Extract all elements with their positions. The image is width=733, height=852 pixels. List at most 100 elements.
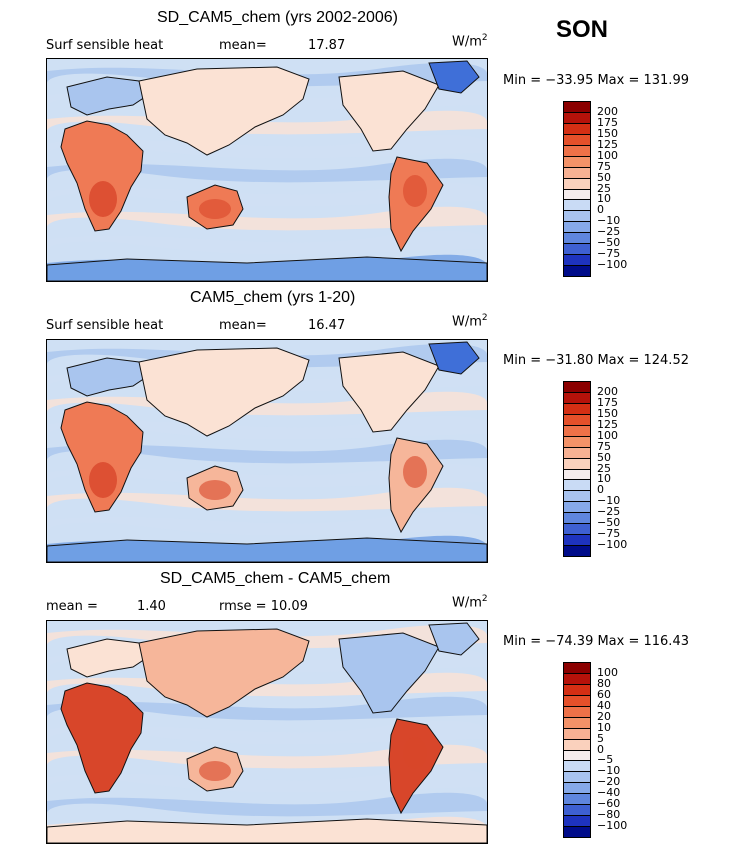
colorbar-tick-label: 0	[597, 483, 604, 497]
colorbar-tick-label: −75	[597, 247, 621, 261]
hotspot-samerica	[403, 737, 427, 769]
continent-greenland	[428, 60, 480, 94]
colorbar-tick-label: 50	[597, 170, 611, 184]
colorbar-tick-label: −10	[597, 214, 621, 228]
map-canvas	[47, 621, 487, 843]
ocean-band	[47, 158, 487, 183]
colorbar-tick-label: 50	[597, 450, 611, 464]
continent-asia	[138, 66, 310, 156]
colorbar-tick-label: 125	[597, 417, 618, 431]
continent-africa	[60, 682, 144, 794]
panel-3-units: W/m2	[452, 594, 488, 611]
colorbar-tick-label: 0	[597, 742, 604, 756]
colorbar-tick-label: 175	[597, 395, 618, 409]
panel-2-title: CAM5_chem (yrs 1-20)	[190, 289, 356, 306]
colorbar-tick-label: 200	[597, 104, 618, 118]
panel-2-map	[46, 339, 488, 563]
continent-asia	[138, 347, 310, 437]
panel-1-min-max: Min = −33.95 Max = 131.99	[503, 73, 689, 88]
ocean-band	[47, 696, 487, 721]
continent-namerica	[338, 70, 440, 152]
panel-1-title: SD_CAM5_chem (yrs 2002-2006)	[157, 9, 398, 26]
panel-1-variable: Surf sensible heat	[46, 38, 164, 53]
ocean-band	[47, 487, 487, 512]
colorbar-tick-label: −10	[597, 494, 621, 508]
colorbar-tick-label: 200	[597, 384, 618, 398]
colorbar-tick-label: 10	[597, 472, 611, 486]
colorbar-tick-label: 40	[597, 698, 611, 712]
continent-namerica	[338, 632, 440, 714]
colorbar-tick-label: 125	[597, 137, 618, 151]
colorbar-cell	[563, 545, 591, 557]
panel-3-rmse: rmse = 10.09	[219, 599, 308, 614]
continent-greenland	[428, 341, 480, 375]
colorbar-tick-label: 10	[597, 720, 611, 734]
ocean-band	[47, 792, 487, 817]
colorbar-tick-label: 100	[597, 148, 618, 162]
colorbar-tick-label: 100	[597, 665, 618, 679]
season-label: SON	[556, 16, 609, 43]
map-canvas	[47, 59, 487, 281]
colorbar-tick-label: 20	[597, 709, 611, 723]
colorbar-tick-label: 25	[597, 181, 611, 195]
colorbar-tick-label: −5	[597, 753, 614, 767]
colorbar-cell	[563, 826, 591, 838]
continent-antarctica	[47, 256, 487, 281]
ocean-band	[47, 206, 487, 231]
ocean-band	[47, 439, 487, 464]
colorbar-tick-label: −50	[597, 236, 621, 250]
panel-2-min-max: Min = −31.80 Max = 124.52	[503, 353, 689, 368]
continent-europe	[66, 357, 152, 397]
colorbar-tick-label: −10	[597, 764, 621, 778]
colorbar-tick-label: 150	[597, 126, 618, 140]
continent-africa	[60, 401, 144, 513]
continent-namerica	[338, 351, 440, 433]
ocean-band	[47, 415, 487, 440]
continent-antarctica	[47, 537, 487, 562]
colorbar-tick-label: 60	[597, 687, 611, 701]
panel-1-map	[46, 58, 488, 282]
colorbar-tick-label: −80	[597, 808, 621, 822]
panel-2-stat-label: mean=	[219, 318, 267, 333]
continent-africa	[60, 120, 144, 232]
ocean-band	[47, 744, 487, 769]
colorbar-tick-label: 80	[597, 676, 611, 690]
hotspot-africa	[89, 743, 117, 779]
panel-1-units: W/m2	[452, 33, 488, 50]
hotspot-australia	[199, 480, 231, 500]
ocean-band	[47, 182, 487, 207]
colorbar-tick-label: −40	[597, 786, 621, 800]
ocean-band	[47, 134, 487, 159]
colorbar-tick-label: 0	[597, 203, 604, 217]
colorbar-tick-label: 175	[597, 115, 618, 129]
ocean-band	[47, 511, 487, 536]
panel-2-colorbar: 200 175 150 125 100 75 50 25 10 0 −10 −25 −50 −75 −100	[563, 381, 643, 557]
continent-greenland	[428, 622, 480, 656]
panel-2-units: W/m2	[452, 313, 488, 330]
colorbar-tick-label: −50	[597, 516, 621, 530]
colorbar-tick-label: 5	[597, 731, 604, 745]
hotspot-samerica	[403, 175, 427, 207]
panel-3-map	[46, 620, 488, 844]
colorbar-tick-label: −100	[597, 819, 628, 833]
panel-2-stat-value: 16.47	[308, 318, 346, 333]
continent-antarctica	[47, 818, 487, 843]
colorbar-tick-label: 150	[597, 406, 618, 420]
continent-europe	[66, 76, 152, 116]
colorbar-tick-label: 10	[597, 192, 611, 206]
hotspot-africa	[89, 181, 117, 217]
panel-3-min-max: Min = −74.39 Max = 116.43	[503, 634, 689, 649]
panel-1-stat-label: mean=	[219, 38, 267, 53]
panel-1-colorbar: 200 175 150 125 100 75 50 25 10 0 −10 −25 −50 −75 −100	[563, 101, 643, 277]
hotspot-africa	[89, 462, 117, 498]
panel-2-variable: Surf sensible heat	[46, 318, 164, 333]
ocean-band	[47, 768, 487, 793]
colorbar-tick-label: −25	[597, 505, 621, 519]
ocean-band	[47, 720, 487, 745]
colorbar-tick-label: −75	[597, 527, 621, 541]
panel-3-colorbar: 100 80 60 40 20 10 5 0 −5 −10 −20 −40 −60 −80 −100	[563, 662, 643, 838]
colorbar-tick-label: 25	[597, 461, 611, 475]
continent-europe	[66, 638, 152, 678]
continent-asia	[138, 628, 310, 718]
colorbar-tick-label: 100	[597, 428, 618, 442]
